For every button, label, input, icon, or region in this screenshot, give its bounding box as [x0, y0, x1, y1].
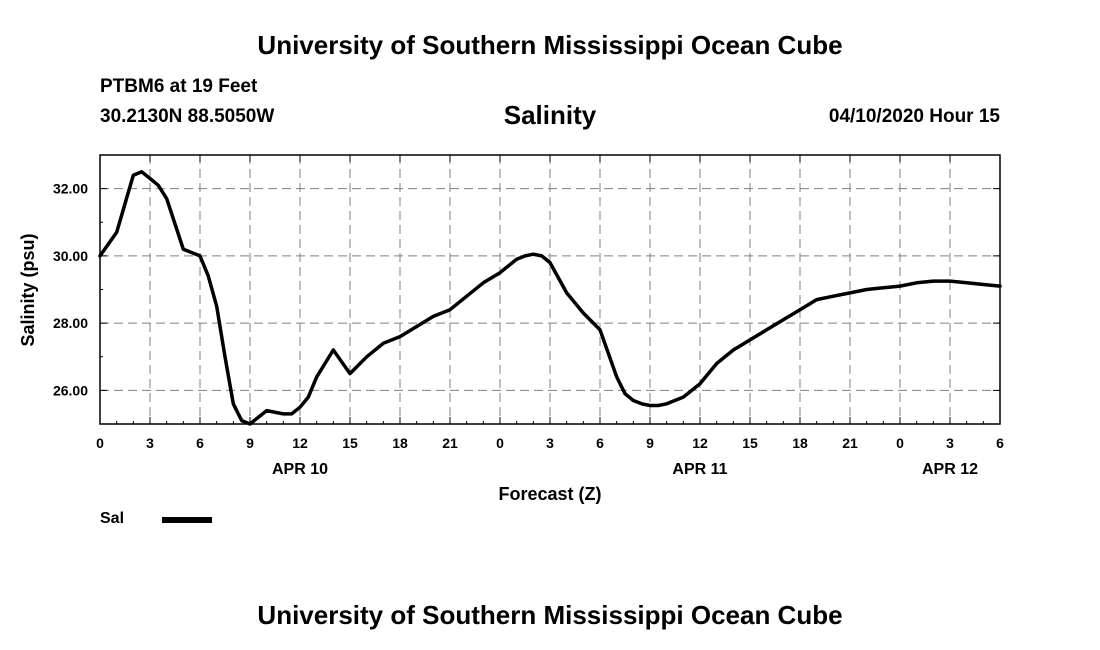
y-tick-label: 30.00: [53, 248, 88, 264]
axis-ticks: 0 3 6 9 12 15 18 21 0 3 6 9 12 15 18 21 0 3 6 26.00 28.00 30.…: [53, 154, 1004, 478]
y-tick-label: 26.00: [53, 382, 88, 398]
y-axis-label: Salinity (psu): [18, 233, 38, 346]
x-tick-label: 9: [646, 435, 654, 451]
date-label: APR 12: [922, 461, 978, 478]
chart-title: University of Southern Mississippi Ocean…: [257, 30, 843, 60]
salinity-series-line: [98, 170, 1002, 426]
x-tick-label: 3: [946, 435, 954, 451]
x-tick-label: 18: [392, 435, 408, 451]
x-tick-label: 6: [196, 435, 204, 451]
x-tick-label: 12: [292, 435, 308, 451]
x-tick-label: 0: [896, 435, 904, 451]
footer-title: University of Southern Mississippi Ocean…: [257, 600, 843, 630]
forecast-datetime: 04/10/2020 Hour 15: [828, 106, 1000, 127]
x-tick-label: 0: [96, 435, 104, 451]
x-tick-label: 3: [146, 435, 154, 451]
x-tick-label: 21: [442, 435, 458, 451]
x-tick-label: 9: [246, 435, 254, 451]
x-tick-label: 21: [842, 435, 858, 451]
x-tick-label: 6: [596, 435, 604, 451]
grid: [100, 155, 1000, 424]
station-coordinates: 30.2130N 88.5050W: [100, 106, 275, 127]
y-tick-label: 28.00: [53, 315, 88, 331]
date-label: APR 10: [272, 461, 328, 478]
series-layer: [98, 170, 1002, 426]
x-axis-label: Forecast (Z): [498, 484, 601, 504]
legend-line-swatch: [162, 517, 212, 523]
date-label: APR 11: [672, 461, 727, 478]
station-label: PTBM6 at 19 Feet: [100, 76, 258, 97]
parameter-title: Salinity: [503, 100, 597, 130]
x-tick-label: 18: [792, 435, 808, 451]
x-tick-label: 3: [546, 435, 554, 451]
x-tick-label: 15: [342, 435, 358, 451]
x-tick-label: 0: [496, 435, 504, 451]
x-tick-label: 15: [742, 435, 758, 451]
x-tick-label: 12: [692, 435, 708, 451]
legend-label: Sal: [100, 510, 125, 527]
x-tick-label: 6: [996, 435, 1004, 451]
y-tick-label: 32.00: [53, 181, 88, 197]
